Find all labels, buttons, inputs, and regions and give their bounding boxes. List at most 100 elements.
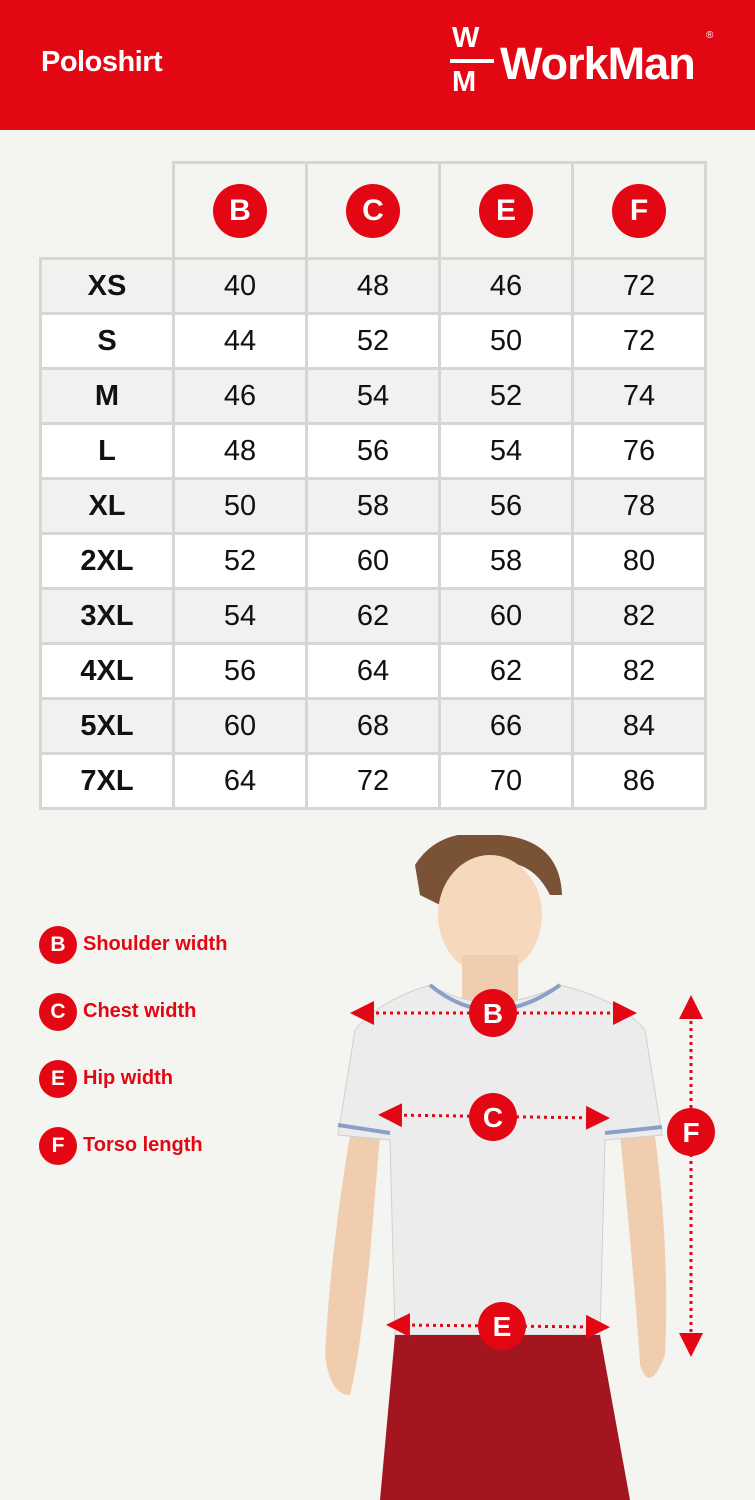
size-label: XS — [39, 257, 175, 315]
table-row: 3XL 54 62 60 82 — [39, 587, 707, 645]
table-row: L 48 56 54 76 — [39, 422, 707, 480]
size-value: 58 — [305, 477, 441, 535]
brand-name: WorkMan — [500, 38, 696, 89]
size-value: 66 — [438, 697, 574, 755]
legend-label: Torso length — [83, 1134, 203, 1156]
size-value: 64 — [172, 752, 308, 810]
legend-item: B Shoulder width — [39, 925, 228, 964]
size-value: 58 — [438, 532, 574, 590]
size-label: 2XL — [39, 532, 175, 590]
size-value: 60 — [305, 532, 441, 590]
size-value: 56 — [438, 477, 574, 535]
measure-badge-e: E — [479, 183, 533, 238]
size-value: 56 — [305, 422, 441, 480]
svg-text:E: E — [493, 1311, 512, 1342]
svg-text:C: C — [483, 1102, 503, 1133]
legend-badge: E — [39, 1059, 77, 1098]
marker-c: C — [469, 1093, 517, 1141]
sleeve-trim-right — [604, 1125, 663, 1135]
size-value: 72 — [571, 312, 707, 370]
registered-mark: ® — [706, 30, 714, 41]
size-value: 62 — [438, 642, 574, 700]
size-value: 44 — [172, 312, 308, 370]
size-value: 46 — [438, 257, 574, 315]
table-row: 2XL 52 60 58 80 — [39, 532, 707, 590]
size-label: 3XL — [39, 587, 175, 645]
left-arm — [325, 1135, 380, 1395]
legend-badge: B — [39, 925, 77, 964]
size-value: 68 — [305, 697, 441, 755]
size-value: 72 — [305, 752, 441, 810]
size-value: 82 — [571, 587, 707, 645]
table-row: XS 40 48 46 72 — [39, 257, 707, 315]
size-label: M — [39, 367, 175, 425]
size-value: 72 — [571, 257, 707, 315]
svg-text:B: B — [483, 998, 503, 1029]
trousers — [380, 1335, 630, 1500]
size-value: 54 — [172, 587, 308, 645]
size-value: 46 — [172, 367, 308, 425]
size-value: 48 — [305, 257, 441, 315]
size-value: 76 — [571, 422, 707, 480]
table-row: 5XL 60 68 66 84 — [39, 697, 707, 755]
table-row: XL 50 58 56 78 — [39, 477, 707, 535]
table-row: M 46 54 52 74 — [39, 367, 707, 425]
hair — [415, 835, 562, 905]
table-row: S 44 52 50 72 — [39, 312, 707, 370]
size-value: 86 — [571, 752, 707, 810]
header-banner: Poloshirt W M WorkMan ® — [0, 0, 755, 130]
size-value: 54 — [305, 367, 441, 425]
table-row: 7XL 64 72 70 86 — [39, 752, 707, 810]
size-label: XL — [39, 477, 175, 535]
table-row: 4XL 56 64 62 82 — [39, 642, 707, 700]
right-arm — [620, 1135, 667, 1378]
model-illustration: B C E F — [325, 835, 715, 1500]
legend-label: Shoulder width — [83, 933, 228, 955]
size-value: 52 — [172, 532, 308, 590]
size-value: 64 — [305, 642, 441, 700]
size-label: 7XL — [39, 752, 175, 810]
measure-badge-f: F — [612, 183, 666, 238]
size-value: 52 — [438, 367, 574, 425]
workman-logo: W M WorkMan ® — [450, 24, 720, 100]
marker-f: F — [667, 1108, 715, 1156]
size-value: 54 — [438, 422, 574, 480]
svg-text:F: F — [682, 1117, 699, 1148]
size-value: 60 — [438, 587, 574, 645]
legend-badge: C — [39, 992, 77, 1031]
size-label: 5XL — [39, 697, 175, 755]
size-value: 84 — [571, 697, 707, 755]
column-header: B — [172, 161, 308, 260]
sleeve-trim-left — [337, 1123, 391, 1135]
size-value: 50 — [438, 312, 574, 370]
size-value: 60 — [172, 697, 308, 755]
measure-badge-c: C — [346, 183, 400, 238]
column-header: F — [571, 161, 707, 260]
legend-item: C Chest width — [39, 992, 227, 1031]
size-table: B C E F XS 40 48 46 72 S 44 52 50 72 M 46 54 52 74 L 48 56 54 7… — [39, 161, 707, 810]
legend-item: E Hip width — [39, 1059, 227, 1098]
size-value: 50 — [172, 477, 308, 535]
column-header: E — [438, 161, 574, 260]
size-value: 56 — [172, 642, 308, 700]
legend-item: F Torso length — [39, 1126, 227, 1165]
size-value: 70 — [438, 752, 574, 810]
column-header: C — [305, 161, 441, 260]
legend-label: Chest width — [83, 1000, 197, 1022]
marker-e: E — [478, 1302, 526, 1350]
size-value: 40 — [172, 257, 308, 315]
size-value: 78 — [571, 477, 707, 535]
measure-badge-b: B — [213, 183, 267, 238]
size-value: 80 — [571, 532, 707, 590]
legend-badge: F — [39, 1126, 77, 1165]
logo-mark: W M — [450, 24, 494, 100]
size-value: 52 — [305, 312, 441, 370]
size-value: 82 — [571, 642, 707, 700]
legend-label: Hip width — [83, 1067, 173, 1089]
size-label: S — [39, 312, 175, 370]
size-label: 4XL — [39, 642, 175, 700]
size-value: 48 — [172, 422, 308, 480]
size-label: L — [39, 422, 175, 480]
t-shirt — [337, 984, 663, 1336]
